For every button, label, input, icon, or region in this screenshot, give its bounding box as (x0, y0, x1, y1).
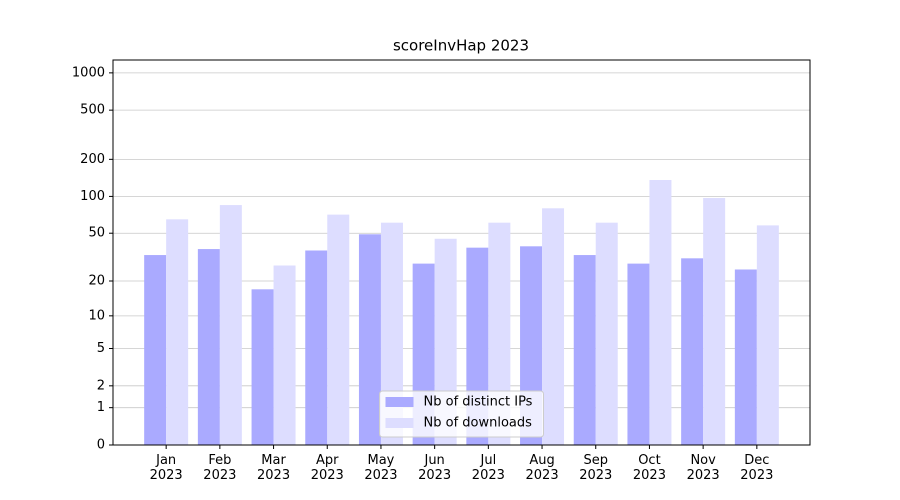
y-tick-label: 1000 (72, 65, 105, 80)
legend-box (379, 390, 544, 438)
bar (756, 225, 779, 445)
y-tick-label: 100 (80, 189, 105, 204)
y-tick-label: 0 (97, 438, 105, 453)
x-tick-label: Dec 2023 (740, 453, 774, 483)
bar (488, 222, 511, 445)
bar (358, 234, 381, 445)
bar (542, 208, 565, 445)
x-tick-label: Feb 2023 (203, 453, 237, 483)
bar (649, 179, 672, 445)
y-tick-label: 2 (97, 378, 105, 393)
x-tick-label: Oct 2023 (632, 453, 666, 483)
bar (703, 198, 726, 445)
y-tick-label: 500 (80, 103, 105, 118)
bar (327, 214, 350, 445)
y-tick-label: 20 (88, 274, 105, 289)
bar (166, 219, 189, 445)
bar (380, 222, 403, 445)
x-tick-label: Mar 2023 (257, 453, 291, 483)
y-tick-label: 1 (97, 400, 105, 415)
bar (219, 205, 242, 445)
bar (251, 289, 274, 445)
y-tick-label: 10 (88, 308, 105, 323)
y-tick-label: 200 (80, 152, 105, 167)
bar (595, 222, 618, 445)
x-tick-label: Apr 2023 (310, 453, 344, 483)
bar (573, 255, 596, 445)
x-tick-label: May 2023 (364, 453, 398, 483)
bar (197, 249, 220, 445)
bar (627, 263, 650, 445)
x-tick-label: Jun 2023 (418, 453, 452, 483)
legend-label: Nb of downloads (424, 416, 533, 431)
legend: Nb of distinct IPs Nb of downloads (379, 390, 544, 438)
legend-label: Nb of distinct IPs (424, 395, 533, 410)
y-tick-label: 50 (88, 226, 105, 241)
x-tick-label: Nov 2023 (686, 453, 720, 483)
bar (305, 250, 328, 445)
bar (273, 265, 296, 445)
x-tick-label: Jan 2023 (149, 453, 183, 483)
y-tick-label: 5 (97, 341, 105, 356)
bar (734, 269, 757, 445)
x-tick-label: Jul 2023 (471, 453, 505, 483)
x-tick-label: Aug 2023 (525, 453, 559, 483)
legend-swatch (385, 418, 414, 428)
plot-frame (112, 59, 811, 446)
bar (144, 255, 167, 445)
x-tick-label: Sep 2023 (579, 453, 613, 483)
bar (681, 258, 704, 445)
chart-title: scoreInvHap 2023 (393, 37, 529, 55)
legend-swatch (385, 397, 414, 407)
